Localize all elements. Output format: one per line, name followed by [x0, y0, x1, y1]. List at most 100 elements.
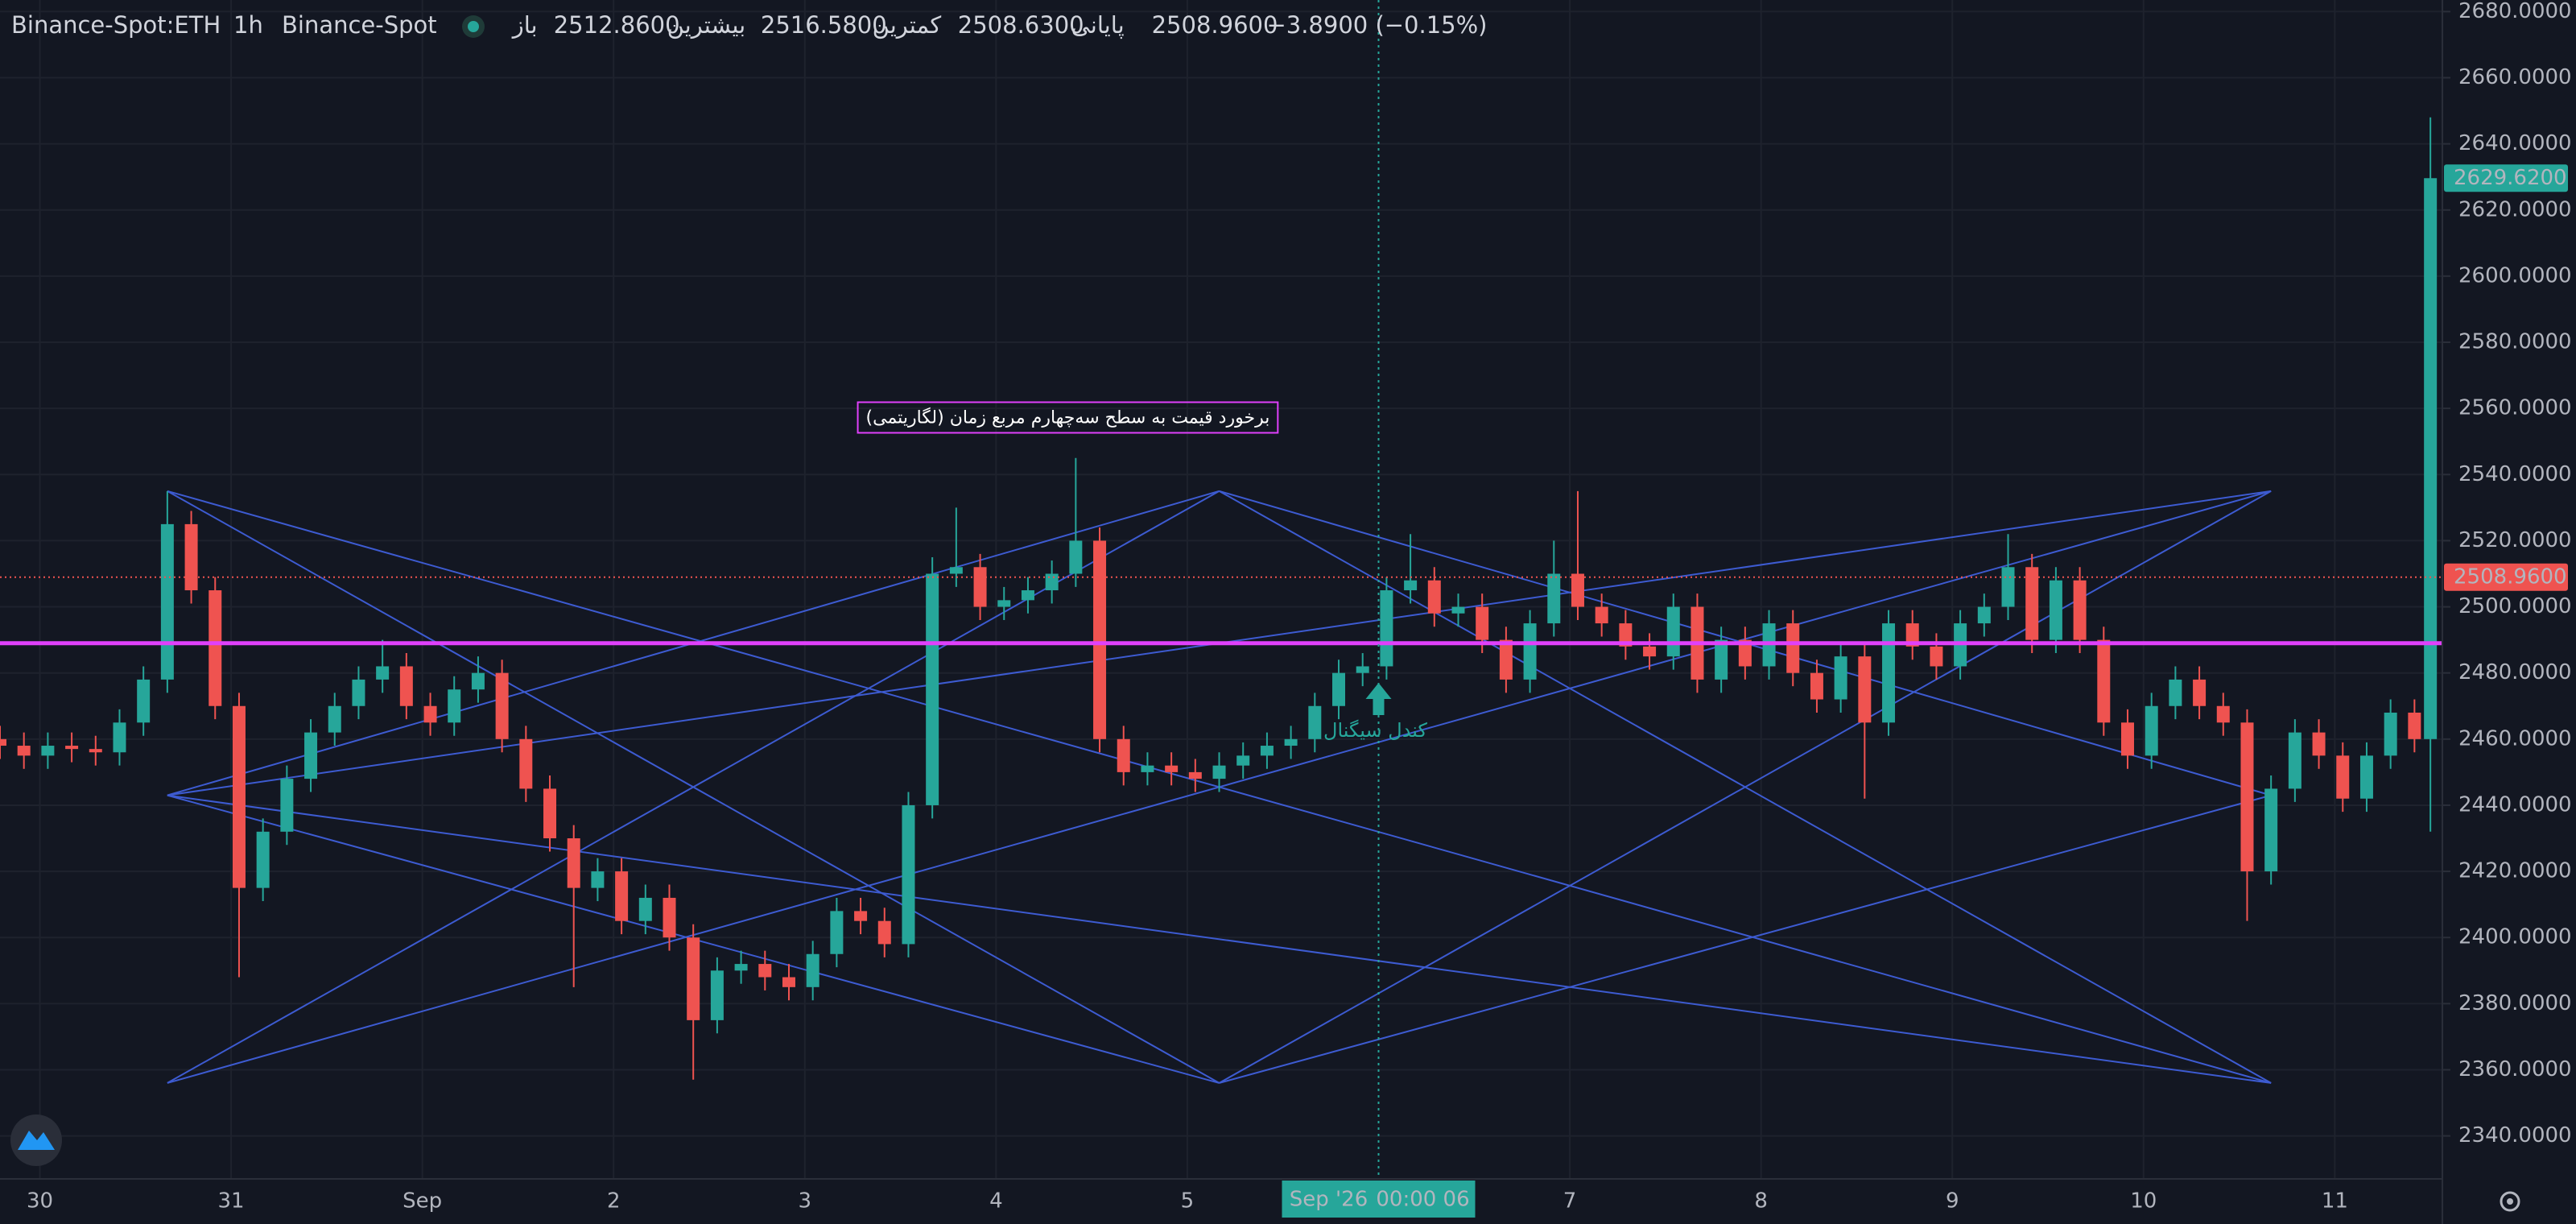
candle-body	[41, 746, 55, 756]
candle-body	[1858, 656, 1872, 723]
candle-body	[1045, 573, 1059, 591]
candle-body	[710, 970, 724, 1020]
y-tick-label: 2660.0000	[2458, 65, 2572, 89]
exchange: Binance-Spot	[282, 11, 437, 39]
candle-body	[1165, 765, 1179, 772]
candle-body	[0, 738, 6, 746]
axes: 2340.0000 2360.0000 2380.0000 2400.0000 2420…	[27, 0, 2572, 1218]
x-tick-label: 4	[989, 1189, 1003, 1214]
gear-center	[2507, 1198, 2513, 1205]
candle-body	[1643, 646, 1657, 657]
legend-item: باز	[511, 11, 538, 39]
candle-body	[256, 831, 270, 888]
legend-item: کمترین	[873, 11, 942, 39]
legend-item: 2516.5800	[761, 11, 887, 39]
candle-body	[352, 679, 365, 706]
x-tick-label: 9	[1946, 1189, 1959, 1214]
candle-body	[423, 705, 437, 723]
candle-body	[1619, 623, 1633, 647]
y-tick-label: 2600.0000	[2458, 263, 2572, 287]
candle-body	[1810, 672, 1823, 700]
candle-body	[448, 689, 461, 723]
candle-body	[591, 871, 605, 888]
candle-body	[1260, 746, 1274, 756]
y-tick-label: 2620.0000	[2458, 197, 2572, 221]
candle-body	[137, 679, 151, 723]
candle-body	[567, 838, 580, 888]
candle-body	[1236, 755, 1250, 766]
candle-body	[113, 722, 126, 753]
candle-body	[1499, 639, 1513, 680]
candle-body	[184, 523, 198, 591]
candle-body	[1308, 705, 1322, 739]
candle-body	[160, 523, 174, 680]
price-tag	[2444, 563, 2568, 591]
candle-body	[2145, 705, 2158, 756]
candle-body	[2097, 639, 2111, 723]
candle-body	[1069, 540, 1083, 574]
candle-body	[1595, 606, 1608, 624]
candle-body	[376, 666, 390, 680]
candle-body	[2384, 712, 2397, 756]
price-tag-label: 2629.6200	[2454, 166, 2567, 190]
y-tick-label: 2360.0000	[2458, 1057, 2572, 1081]
trend-line	[1219, 490, 2272, 1084]
x-tick-label: 2	[607, 1189, 621, 1214]
y-tick-label: 2340.0000	[2458, 1123, 2572, 1148]
candle-body	[877, 920, 891, 945]
candle-body	[2408, 712, 2421, 739]
candle-body	[1715, 639, 1728, 680]
y-tick-label: 2580.0000	[2458, 330, 2572, 354]
candle-body	[2001, 567, 2015, 607]
candle-body	[1882, 623, 1896, 723]
candle-body	[615, 871, 629, 921]
crosshair-label: Sep '26	[1290, 1188, 1368, 1212]
candle-body	[1141, 765, 1154, 772]
y-tick-label: 2500.0000	[2458, 594, 2572, 618]
x-tick-label: 3	[799, 1189, 812, 1214]
header: Binance-Spot:ETH 1h Binance-Spot باز 2512…	[11, 11, 1488, 39]
candle-body	[1356, 666, 1369, 673]
candle-body	[734, 964, 748, 971]
price-tag-label: 2508.9600	[2454, 564, 2567, 589]
candle-body	[758, 964, 772, 978]
candle-body	[1284, 738, 1298, 746]
candle-body	[2336, 755, 2350, 799]
candle-body	[399, 666, 413, 706]
gear	[2500, 1191, 2520, 1212]
logo[interactable]	[10, 1114, 62, 1166]
candle-body	[1547, 573, 1561, 624]
candle-body	[2120, 722, 2134, 756]
candle-body	[1021, 590, 1034, 601]
x-tick-label: 10	[2130, 1189, 2157, 1214]
signal-text: کندل سیگنال	[1323, 719, 1428, 742]
candle-body	[17, 746, 31, 756]
status-dot	[468, 21, 479, 32]
candle-body	[1332, 672, 1346, 706]
legend-item: پایانی	[1071, 11, 1125, 39]
y-tick-label: 2520.0000	[2458, 528, 2572, 552]
legend-item: 2512.8600	[554, 11, 680, 39]
candle-body	[2049, 580, 2062, 640]
candle-body	[2193, 679, 2207, 706]
candle-body	[495, 672, 509, 739]
candle-body	[2240, 722, 2254, 872]
settings-icon[interactable]	[2500, 1191, 2520, 1212]
candle-body	[1523, 623, 1537, 680]
candle-body	[2264, 788, 2278, 872]
x-tick-label: 5	[1181, 1189, 1195, 1214]
candle-body	[232, 705, 246, 888]
candle-body	[2216, 705, 2230, 723]
y-tick-label: 2440.0000	[2458, 792, 2572, 817]
candle-body	[1905, 623, 1919, 647]
candle-body	[1451, 606, 1465, 614]
candle-body	[949, 567, 963, 574]
candle-body	[973, 567, 987, 607]
candle-body	[471, 672, 485, 690]
crosshair-label: 00:00 06	[1376, 1188, 1469, 1212]
candle-body	[830, 911, 844, 954]
candle-body	[1786, 623, 1800, 673]
y-tick-label: 2560.0000	[2458, 396, 2572, 420]
